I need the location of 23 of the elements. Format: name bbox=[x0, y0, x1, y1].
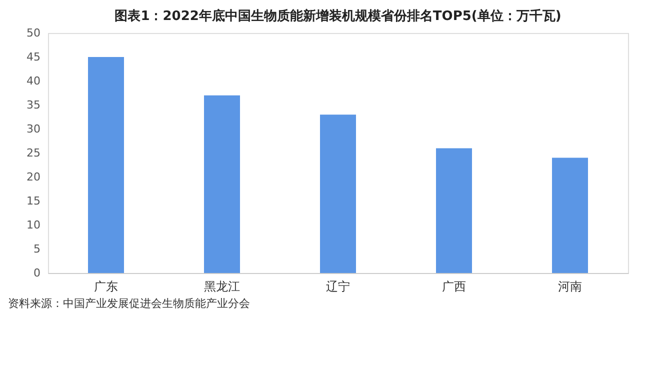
x-tick-label: 河南 bbox=[558, 280, 582, 294]
text: 资料来源：中国产业发展促进会生物质能产业分会 bbox=[8, 297, 250, 310]
x-tick-label: 黑龙江 bbox=[204, 280, 240, 294]
bar bbox=[88, 57, 124, 273]
bar bbox=[552, 158, 588, 273]
x-tick-label: 广西 bbox=[442, 280, 466, 294]
y-tick-label: 15 bbox=[26, 194, 40, 208]
y-tick-label: 35 bbox=[26, 98, 40, 112]
y-tick-label: 5 bbox=[34, 242, 40, 256]
y-tick-label: 25 bbox=[26, 146, 40, 160]
chart-title: 图表1：2022年底中国生物质能新增装机规模省份排名TOP5(单位：万千瓦) bbox=[114, 8, 562, 24]
y-tick-label: 0 bbox=[34, 266, 40, 280]
y-tick-label: 20 bbox=[26, 170, 40, 184]
bar bbox=[204, 95, 240, 273]
y-tick-label: 45 bbox=[26, 50, 40, 64]
x-tick-label: 辽宁 bbox=[326, 280, 350, 294]
y-tick-label: 40 bbox=[26, 74, 40, 88]
x-tick-label: 广东 bbox=[94, 280, 118, 294]
y-tick-label: 50 bbox=[26, 26, 40, 40]
bar bbox=[436, 148, 472, 273]
y-tick-label: 30 bbox=[26, 122, 40, 136]
bar bbox=[320, 114, 356, 273]
y-tick-label: 10 bbox=[26, 218, 40, 232]
